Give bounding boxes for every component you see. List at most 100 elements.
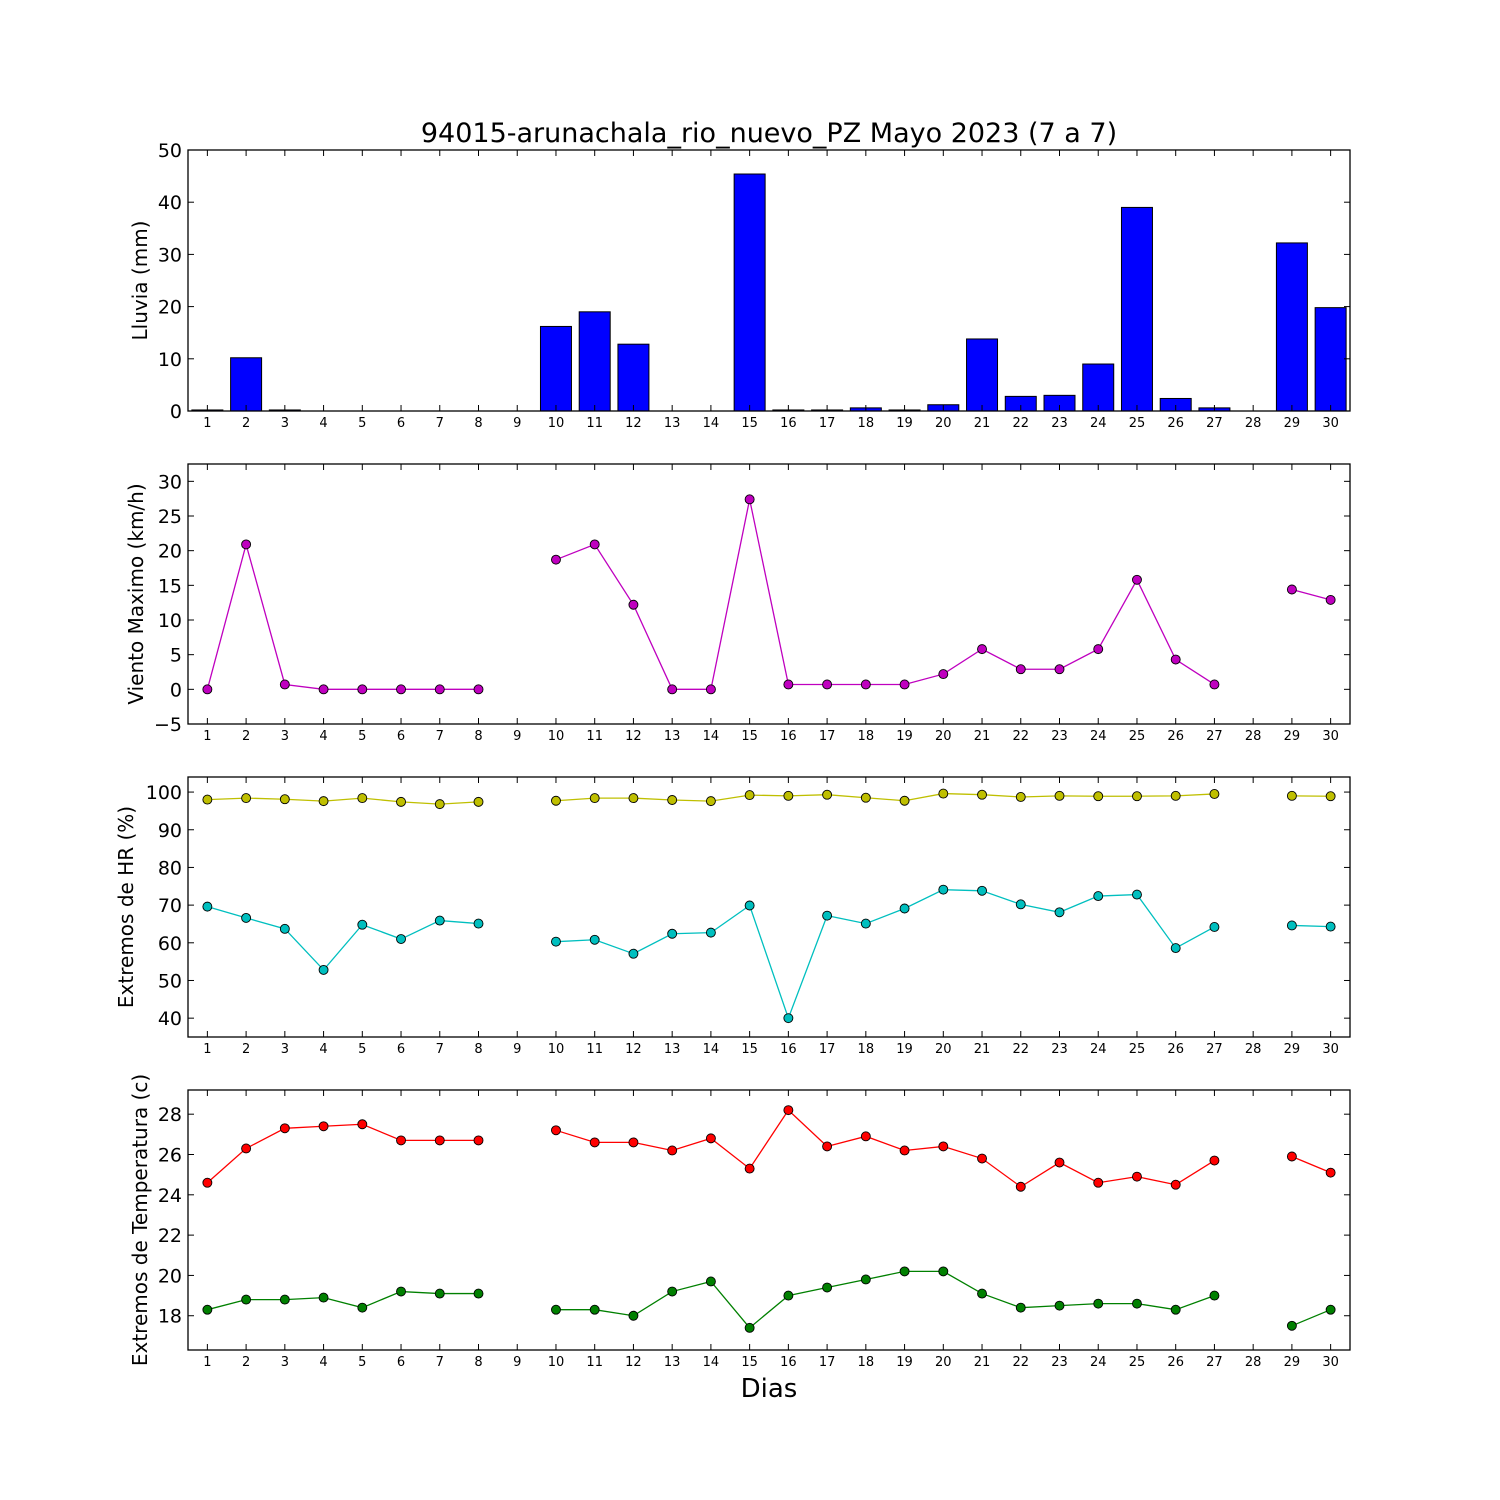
- data-point: [822, 910, 833, 921]
- x-tick-label: 5: [358, 416, 366, 431]
- rain-bar: [966, 338, 999, 412]
- y-ticks: 0 10 20 30 40 50: [158, 140, 1350, 423]
- y-axis-label: Lluvia (mm): [128, 221, 152, 341]
- x-tick-label: 1: [203, 416, 211, 431]
- data-point: [1325, 791, 1336, 802]
- data-point: [1209, 1155, 1220, 1166]
- data-point: [434, 684, 445, 695]
- data-point: [318, 796, 329, 807]
- y-tick-label: 0: [170, 401, 182, 423]
- chart-panel-2: 1 2 3 4 5 6 7 8 9 10 11 12 13 14 15 16 17 18 19 20 21 22 23 24 2…: [124, 463, 1351, 744]
- figure-title: 94015-arunachala_rio_nuevo_PZ Mayo 2023 …: [421, 118, 1117, 149]
- chart-panels: 1 2 3 4 5 6 7 8 9 10 11 12 13 14 15 16 17 18 19 20 21 22 23 24 2…: [114, 140, 1351, 1370]
- data-point: [1209, 922, 1220, 932]
- data-point: [1054, 664, 1065, 675]
- x-tick-label: 21: [974, 416, 991, 431]
- chart-panel-4: 1 2 3 4 5 6 7 8 9 10 11 12 13 14 15 16 17 18 19 20 21 22 23 24 2…: [128, 1074, 1351, 1370]
- y-tick-label: 20: [158, 1265, 182, 1287]
- x-tick-label: 21: [974, 729, 991, 744]
- x-tick-label: 18: [858, 1042, 875, 1057]
- plot-frame: [187, 463, 1351, 725]
- data-point: [860, 792, 871, 803]
- y-tick-label: 30: [158, 471, 182, 493]
- data-point: [705, 927, 716, 938]
- data-point: [899, 1266, 910, 1277]
- y-axis-label: Extremos de Temperatura (c): [128, 1074, 152, 1366]
- x-tick-label: 2: [242, 729, 250, 744]
- data-point: [241, 1143, 252, 1154]
- x-tick-label: 14: [703, 729, 720, 744]
- x-tick-label: 9: [513, 729, 521, 744]
- data-point: [589, 539, 600, 550]
- data-point: [589, 934, 600, 945]
- data-point: [551, 795, 561, 806]
- data-point: [202, 794, 213, 805]
- data-point: [1015, 1181, 1026, 1192]
- x-tick-label: 24: [1090, 416, 1107, 431]
- data-point: [241, 539, 252, 550]
- y-ticks: −5 0 5 10 15 20 25 30: [154, 471, 1350, 736]
- data-point: [899, 795, 910, 806]
- data-point: [628, 793, 639, 804]
- x-tick-label: 13: [664, 416, 681, 431]
- data-point: [473, 1288, 484, 1299]
- data-point: [473, 918, 484, 929]
- data-point: [241, 912, 252, 923]
- data-point: [977, 885, 987, 896]
- data-point: [1286, 1151, 1297, 1162]
- chart-panel-1: 1 2 3 4 5 6 7 8 9 10 11 12 13 14 15 16 17 18 19 20 21 22 23 24 2…: [128, 140, 1351, 431]
- data-point: [1286, 920, 1297, 931]
- x-tick-label: 25: [1129, 1042, 1146, 1057]
- y-tick-label: 10: [158, 610, 182, 632]
- data-point: [938, 1266, 949, 1277]
- x-ticks: 1 2 3 4 5 6 7 8 9 10 11 12 13 14 15 16 17 18 19 20 21 22 23 24 2…: [203, 1090, 1339, 1370]
- series-line: [206, 1123, 479, 1184]
- data-point: [822, 1141, 833, 1152]
- series-line: [1291, 924, 1331, 928]
- y-tick-label: 0: [170, 679, 182, 701]
- rain-bar: [1082, 363, 1115, 412]
- x-tick-label: 14: [703, 416, 720, 431]
- x-tick-label: 21: [974, 1042, 991, 1057]
- series-2: [202, 1266, 1336, 1333]
- data-point: [434, 915, 445, 926]
- data-point: [1170, 790, 1181, 801]
- data-point: [899, 1145, 910, 1156]
- x-tick-label: 24: [1090, 1355, 1107, 1370]
- data-point: [551, 1304, 561, 1315]
- data-point: [822, 1282, 833, 1293]
- data-point: [1132, 574, 1142, 585]
- data-point: [202, 1304, 213, 1315]
- data-point: [667, 795, 678, 805]
- data-point: [1015, 1302, 1026, 1313]
- data-point: [318, 1121, 329, 1132]
- data-point: [1093, 644, 1104, 655]
- data-point: [705, 1276, 716, 1287]
- data-point: [1054, 790, 1065, 801]
- x-tick-label: 22: [1012, 1355, 1029, 1370]
- x-tick-label: 11: [586, 416, 603, 431]
- series-1: [202, 788, 1336, 810]
- data-point: [279, 1294, 290, 1305]
- series-line: [555, 792, 1215, 802]
- data-point: [783, 1105, 794, 1116]
- data-point: [396, 934, 406, 944]
- x-tick-label: 23: [1051, 1355, 1068, 1370]
- data-point: [1170, 1179, 1181, 1190]
- data-point: [977, 1288, 987, 1299]
- data-point: [1286, 790, 1297, 801]
- x-tick-label: 9: [513, 1042, 521, 1057]
- data-point: [977, 644, 987, 655]
- x-tick-label: 4: [319, 1042, 327, 1057]
- y-ticks: 18 20 22 24 26 28: [158, 1104, 1350, 1328]
- series-line: [1291, 1309, 1331, 1327]
- y-tick-label: 25: [158, 506, 182, 528]
- data-point: [1170, 943, 1181, 954]
- data-point: [202, 901, 213, 912]
- rain-bars: [191, 173, 1347, 412]
- data-point: [318, 684, 329, 695]
- data-point: [1132, 791, 1142, 802]
- x-tick-label: 22: [1012, 729, 1029, 744]
- y-axis-label: Extremos de HR (%): [114, 806, 138, 1008]
- chart-panel-3: 1 2 3 4 5 6 7 8 9 10 11 12 13 14 15 16 17 18 19 20 21 22 23 24 2…: [114, 776, 1351, 1057]
